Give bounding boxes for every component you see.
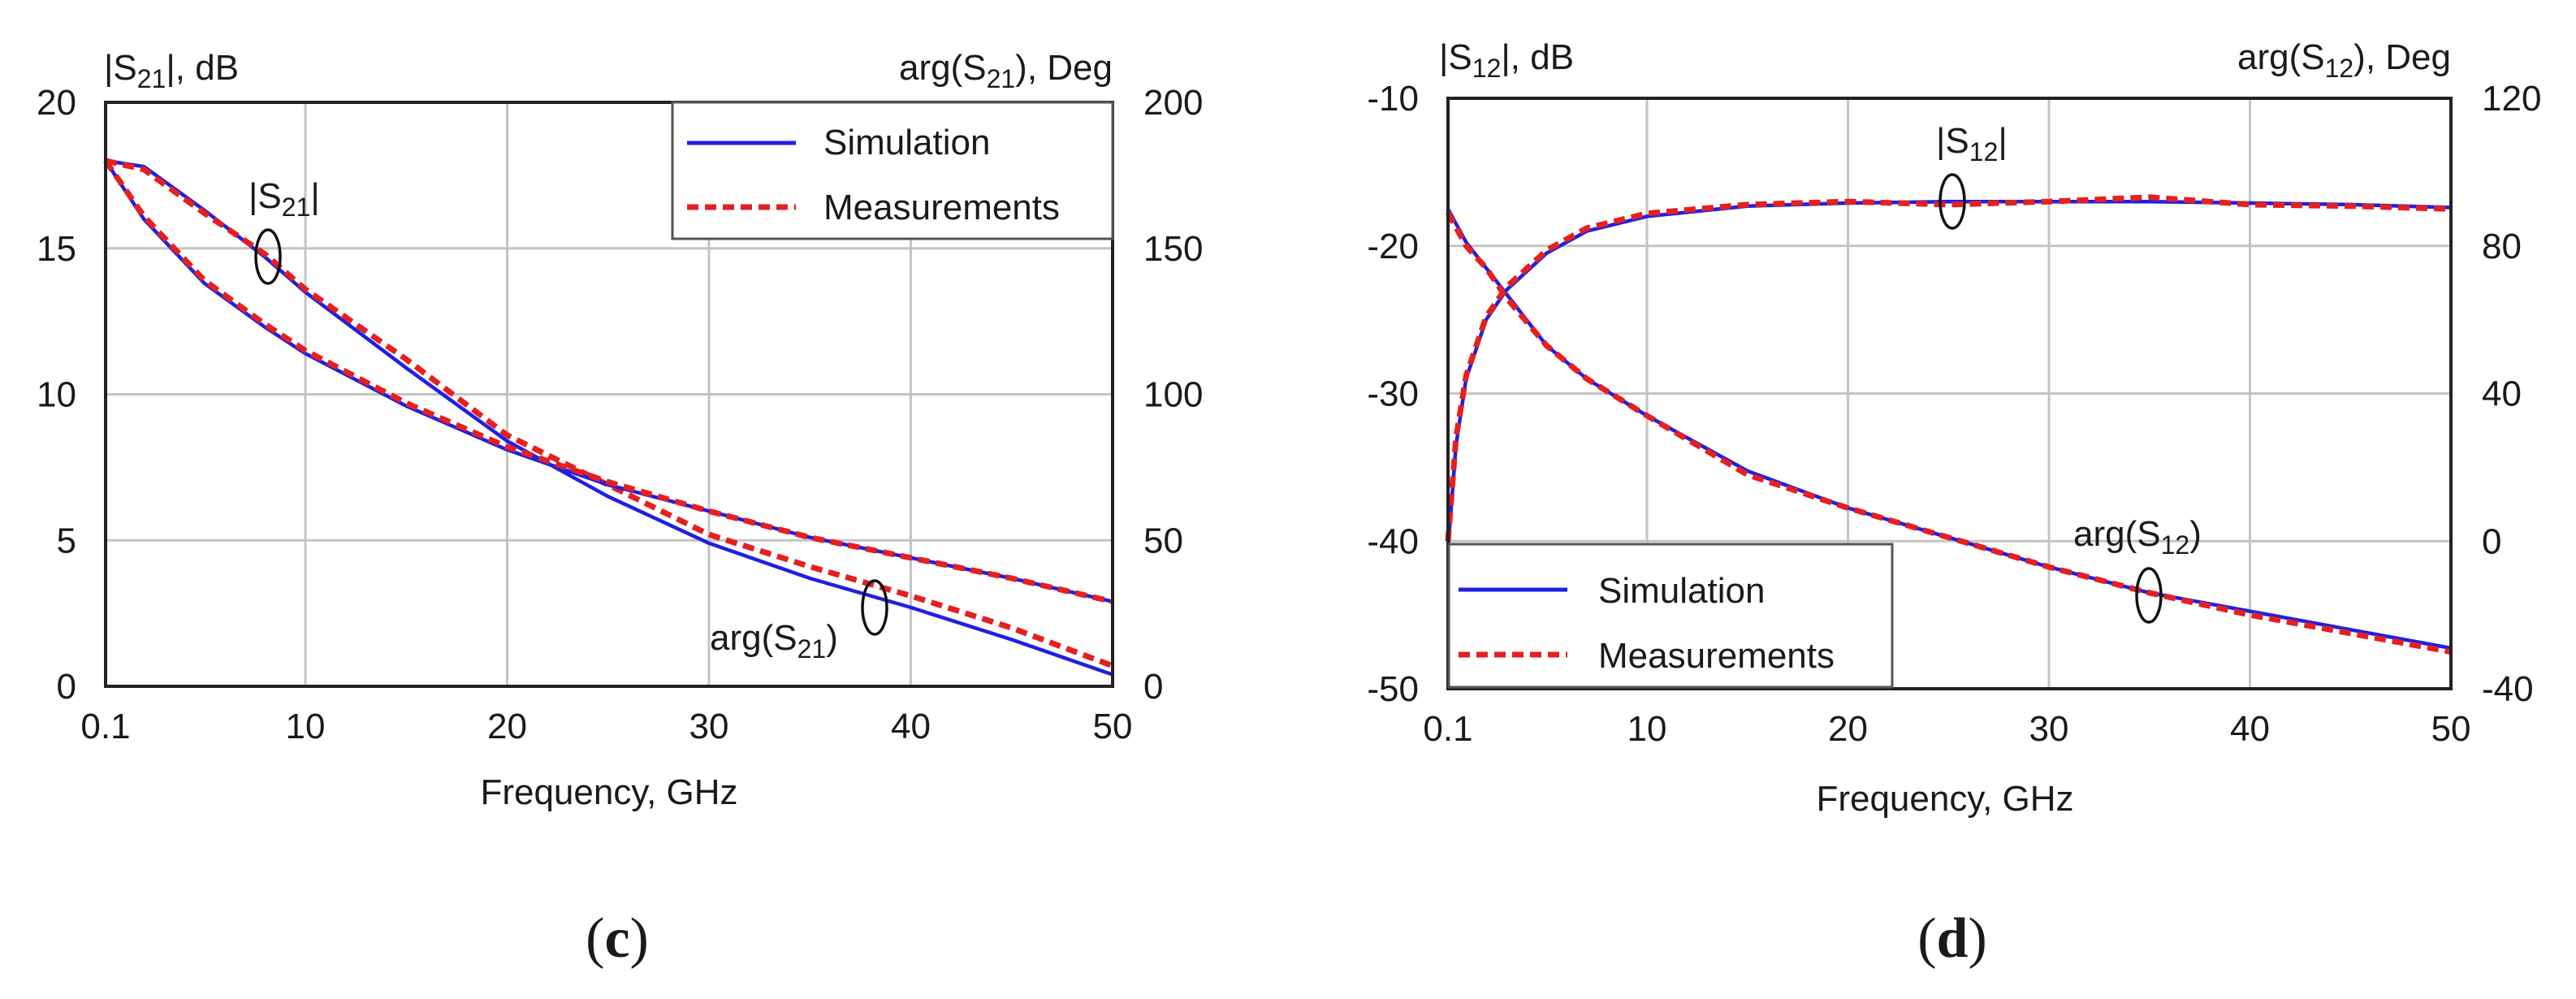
chart-panel-c: 0.1 10 20 30 40 50 0 5 10 15 20 0 50 100 150 200 |S21… <box>37 48 1203 970</box>
annotation-ellipse-s21-mag <box>254 228 282 285</box>
left-tick-label: 0 <box>57 667 76 707</box>
series-line-measurements-s12 <box>1445 194 2452 542</box>
legend-meas-label-c: Measurements <box>823 188 1060 227</box>
x-tick-label: 50 <box>2431 709 2471 749</box>
right-tick-label: 100 <box>1143 375 1203 415</box>
left-axis-title-c: |S21|, dB <box>104 48 239 93</box>
annotation-s21-arg: arg(S21) <box>710 579 888 664</box>
x-tick-labels-d: 0.1 10 20 30 40 50 <box>1423 709 2470 749</box>
series-c <box>103 158 1114 677</box>
left-tick-labels-d: -50 -40 -30 -20 -10 <box>1367 79 1419 709</box>
annotation-ellipse-s12-mag <box>1938 173 1966 230</box>
series-line-measurements-s21 <box>105 158 1114 669</box>
left-tick-label: 5 <box>57 521 76 560</box>
legend-box-c <box>671 101 1114 240</box>
series-d <box>1445 194 2452 655</box>
x-tick-label: 0.1 <box>80 707 130 746</box>
annotation-label-s12-arg: arg(S12) <box>2073 514 2202 560</box>
x-tick-label: 50 <box>1093 707 1133 746</box>
left-tick-label: 10 <box>37 375 76 415</box>
annotation-ellipse-s12-arg <box>2135 567 2163 624</box>
series-line-measurements-args21 <box>103 158 1113 605</box>
x-tick-label: 20 <box>487 707 527 746</box>
left-tick-label: -20 <box>1367 227 1419 266</box>
series-line-measurements-args12 <box>1445 211 2452 655</box>
x-tick-labels-c: 0.1 10 20 30 40 50 <box>80 707 1132 746</box>
right-tick-label: 80 <box>2482 227 2522 266</box>
legend-c: Simulation Measurements <box>671 101 1114 240</box>
right-tick-label: 120 <box>2482 79 2541 119</box>
left-tick-label: -30 <box>1367 374 1419 414</box>
right-axis-title-d: arg(S12), Deg <box>2237 37 2451 83</box>
left-tick-label: -40 <box>1367 521 1419 561</box>
x-tick-label: 10 <box>286 707 326 746</box>
left-tick-labels-c: 0 5 10 15 20 <box>37 83 76 707</box>
right-tick-label: 200 <box>1143 83 1203 123</box>
x-tick-label: 0.1 <box>1423 709 1472 749</box>
annotation-s12-arg: arg(S12) <box>2073 514 2202 624</box>
left-tick-label: 20 <box>37 83 76 123</box>
x-axis-title-d: Frequency, GHz <box>1816 779 2073 819</box>
left-axis-title-d: |S12|, dB <box>1439 37 1574 83</box>
x-tick-label: 30 <box>2029 709 2069 749</box>
right-tick-label: -40 <box>2482 669 2534 709</box>
annotation-label-s21-arg: arg(S21) <box>710 618 838 664</box>
right-tick-label: 0 <box>1143 667 1163 707</box>
panel-label-d: (d) <box>1917 907 1987 970</box>
annotation-ellipse-s21-arg <box>861 579 888 636</box>
left-tick-label: -10 <box>1367 79 1419 119</box>
legend-box-d <box>1447 543 1894 689</box>
legend-meas-label-d: Measurements <box>1598 636 1835 676</box>
annotation-s21-mag: |S21| <box>249 176 320 285</box>
right-tick-label: 0 <box>2482 521 2501 561</box>
right-tick-label: 150 <box>1143 229 1203 269</box>
x-tick-label: 20 <box>1828 709 1868 749</box>
legend-d: Simulation Measurements <box>1447 543 1894 689</box>
series-line-simulation-s12 <box>1446 199 2452 549</box>
left-tick-label: -50 <box>1367 669 1419 709</box>
chart-panel-d: 0.1 10 20 30 40 50 -50 -40 -30 -20 -10 -40 0 40 80 12… <box>1367 37 2541 970</box>
right-tick-label: 50 <box>1143 521 1183 560</box>
right-tick-label: 40 <box>2482 374 2522 414</box>
right-axis-title-c: arg(S21), Deg <box>899 48 1113 93</box>
right-tick-labels-d: -40 0 40 80 120 <box>2482 79 2541 709</box>
x-tick-label: 30 <box>689 707 729 746</box>
left-tick-label: 15 <box>37 229 76 269</box>
panel-label-c: (c) <box>586 907 649 970</box>
plot-frame-c <box>104 101 1114 688</box>
legend-sim-label-c: Simulation <box>823 123 990 162</box>
right-tick-labels-c: 0 50 100 150 200 <box>1143 83 1203 707</box>
annotation-label-s21-mag: |S21| <box>249 176 320 222</box>
annotation-s12-mag: |S12| <box>1936 121 2008 230</box>
x-axis-title-c: Frequency, GHz <box>480 772 737 812</box>
plot-frame-d <box>1446 97 2453 690</box>
x-tick-label: 40 <box>2230 709 2270 749</box>
x-tick-label: 40 <box>891 707 931 746</box>
annotation-label-s12-mag: |S12| <box>1936 121 2008 166</box>
legend-sim-label-d: Simulation <box>1598 571 1765 611</box>
x-tick-label: 10 <box>1627 709 1667 749</box>
